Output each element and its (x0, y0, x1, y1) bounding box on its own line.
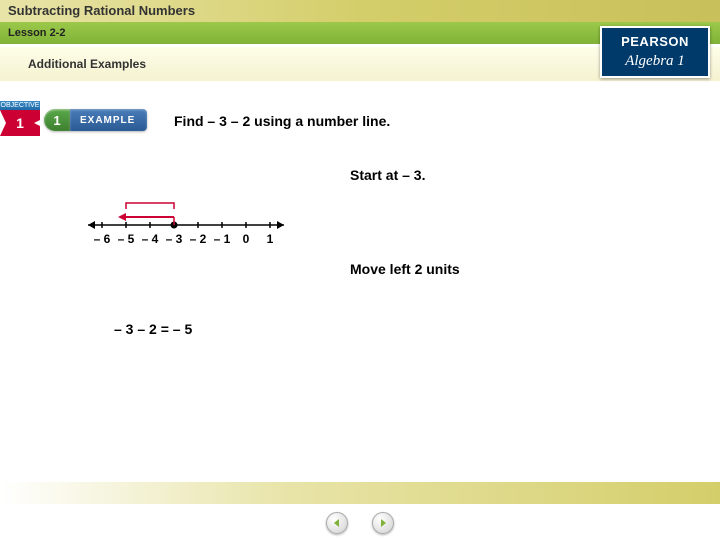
content-area: OBJECTIVE 1 1 EXAMPLE Find – 3 – 2 using… (0, 81, 720, 101)
prev-button[interactable] (326, 512, 348, 534)
brand-logo: PEARSON (621, 34, 689, 49)
svg-text:– 5: – 5 (118, 232, 135, 246)
subtitle-text: Additional Examples (28, 57, 146, 71)
svg-text:– 6: – 6 (94, 232, 111, 246)
title-bar: Subtracting Rational Numbers (0, 0, 720, 22)
number-line: – 6 – 5 – 4 – 3 – 2 – 1 0 1 (82, 189, 302, 249)
svg-text:– 3: – 3 (166, 232, 183, 246)
objective-label: OBJECTIVE (0, 101, 40, 110)
objective-tab: OBJECTIVE 1 (0, 101, 40, 141)
course-name: Algebra 1 (625, 53, 685, 70)
svg-text:0: 0 (243, 232, 250, 246)
footer-gradient (0, 482, 720, 504)
example-badge: 1 EXAMPLE (44, 109, 147, 131)
svg-text:– 2: – 2 (190, 232, 207, 246)
step-2: Move left 2 units (350, 261, 460, 277)
next-button[interactable] (372, 512, 394, 534)
example-number: 1 (44, 109, 70, 131)
instruction-text: Find – 3 – 2 using a number line. (174, 113, 390, 129)
page-title: Subtracting Rational Numbers (8, 3, 195, 18)
prev-icon (332, 518, 342, 528)
svg-text:– 1: – 1 (214, 232, 231, 246)
step-1: Start at – 3. (350, 167, 425, 183)
svg-text:1: 1 (267, 232, 274, 246)
next-icon (378, 518, 388, 528)
objective-ribbon-icon: 1 (0, 110, 40, 136)
objective-number: 1 (16, 115, 24, 131)
svg-text:– 4: – 4 (142, 232, 159, 246)
answer-text: – 3 – 2 = – 5 (114, 321, 192, 337)
lesson-label: Lesson 2-2 (8, 27, 65, 39)
brand-box: PEARSON Algebra 1 (600, 26, 710, 78)
nav-controls (0, 512, 720, 534)
example-label: EXAMPLE (70, 109, 147, 131)
